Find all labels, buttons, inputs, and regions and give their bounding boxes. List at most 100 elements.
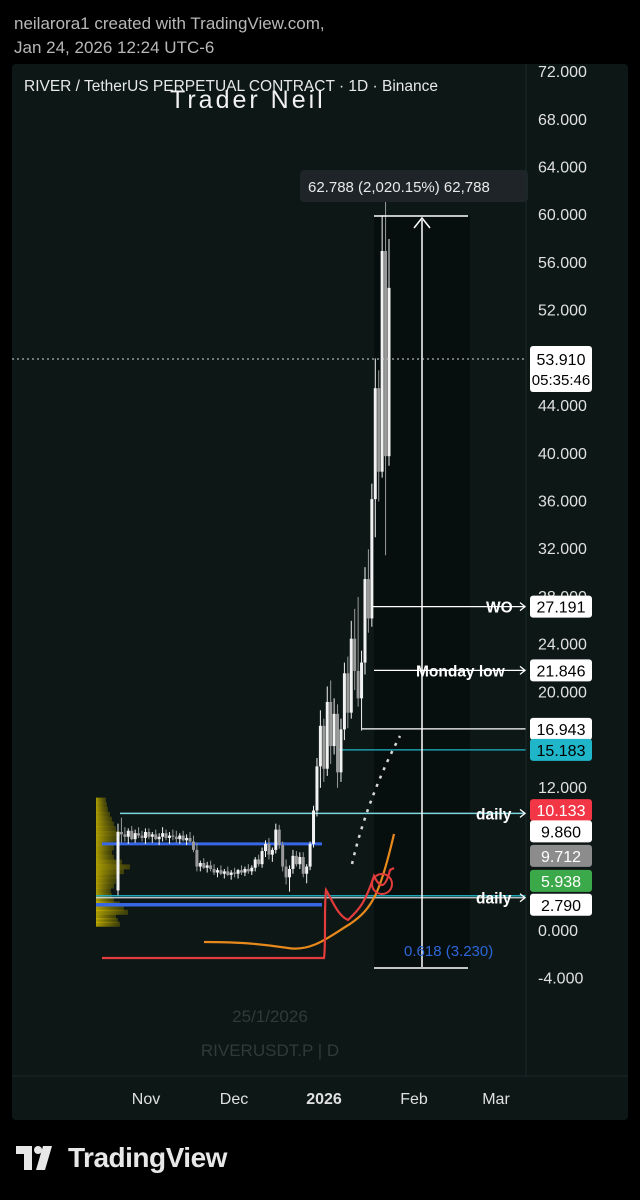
fib-level-label: 0.618 (3.230)	[404, 943, 493, 960]
level-note-arrow	[519, 602, 527, 612]
candle	[150, 831, 154, 843]
price-tag-box	[530, 799, 592, 822]
candle	[284, 859, 288, 885]
price-tag-box	[530, 820, 592, 843]
candle	[143, 828, 147, 844]
volume-profile-bar	[96, 859, 122, 865]
volume-profile-bar	[96, 918, 118, 924]
candle	[325, 686, 329, 776]
volume-profile-bar	[96, 797, 106, 803]
current-price-tag: 53.910 05:35:46	[530, 346, 592, 392]
candle	[202, 858, 206, 869]
candle	[274, 823, 278, 854]
candle	[291, 849, 295, 874]
volume-profile-bar	[96, 864, 130, 870]
candle	[191, 835, 195, 853]
candle	[315, 758, 319, 817]
header-date-line: Jan 24, 2026 12:24 UTC-6	[14, 38, 215, 57]
candle	[219, 865, 223, 875]
level-note-arrow	[519, 893, 527, 903]
measure-arrow-head	[413, 216, 431, 229]
volume-profile-bar	[96, 869, 124, 875]
candle	[119, 817, 123, 843]
candle	[336, 704, 340, 788]
tradingview-footer-logo[interactable]: TradingView	[16, 1142, 227, 1174]
candle	[253, 857, 257, 872]
volume-profile-bar	[96, 854, 114, 860]
volume-profile-bar	[96, 883, 114, 889]
candle	[380, 215, 384, 478]
price-tag-box	[530, 738, 592, 761]
price-tag-value: 27.191	[537, 600, 586, 617]
volume-profile-bar	[96, 906, 124, 912]
candle	[298, 852, 302, 869]
trader-watermark: Trader Neil	[170, 86, 326, 114]
volume-profile-bar	[96, 914, 116, 920]
candle	[264, 840, 268, 858]
candle	[147, 828, 151, 840]
price-tag-value: 10.133	[537, 803, 586, 820]
volume-profile-bar	[96, 811, 110, 817]
candle	[154, 829, 158, 841]
y-tick-label: 24.000	[538, 637, 587, 654]
candle	[301, 852, 305, 878]
candle	[250, 865, 254, 875]
candle	[116, 823, 120, 896]
candle	[174, 830, 178, 843]
y-tick-label: 20.000	[538, 684, 587, 701]
x-tick-label: 2026	[306, 1091, 342, 1108]
candle	[305, 864, 309, 884]
y-tick-label: 0.000	[538, 923, 578, 940]
volume-profile-bar	[96, 835, 118, 841]
volume-profile-bar	[96, 826, 116, 832]
measure-label-box	[300, 170, 528, 202]
candle	[363, 567, 367, 675]
tradingview-logo-icon	[16, 1146, 52, 1170]
price-tag-box	[530, 893, 592, 916]
volume-profile	[96, 797, 130, 927]
candle	[233, 867, 237, 878]
candle	[246, 864, 250, 874]
x-tick-label: Mar	[482, 1091, 510, 1108]
price-tag-value: 15.183	[537, 743, 586, 760]
candle	[126, 828, 130, 844]
volume-profile-bar	[96, 816, 112, 822]
price-chart[interactable]: 25/1/2026 RIVERUSDT.P | D 62.788 (2,020.…	[12, 64, 628, 1120]
current-price-countdown: 05:35:46	[532, 372, 590, 389]
candle	[140, 830, 144, 842]
level-note-label: WO	[486, 600, 513, 617]
level-note-arrow	[519, 665, 527, 675]
volume-profile-bar	[96, 873, 118, 879]
price-tag-value: 16.943	[537, 722, 586, 739]
volume-profile-bar	[96, 802, 107, 808]
chart-panel[interactable]	[12, 64, 628, 1120]
candle	[229, 870, 233, 880]
candle	[195, 842, 199, 872]
candle	[332, 698, 336, 755]
volume-profile-bar	[96, 845, 114, 851]
candle	[161, 827, 165, 842]
candle	[342, 662, 346, 741]
volume-profile-bar	[96, 850, 112, 856]
orange-moving-average	[203, 833, 396, 950]
y-tick-label: -4.000	[538, 971, 583, 988]
volume-profile-bar	[96, 909, 128, 915]
price-tag-box	[530, 717, 592, 740]
y-tick-label: 56.000	[538, 255, 587, 272]
level-note-arrow	[519, 808, 527, 818]
candle	[346, 656, 350, 729]
candle	[164, 829, 168, 841]
candle	[356, 596, 360, 707]
candle	[366, 549, 370, 633]
candle	[222, 868, 226, 879]
candle	[377, 370, 381, 502]
price-tag-box	[530, 659, 592, 682]
measure-label: 62.788 (2,020.15%) 62,788	[308, 179, 490, 196]
volume-profile-bar	[96, 897, 114, 903]
candle	[384, 197, 388, 556]
date-watermark: 25/1/2026	[232, 1007, 308, 1026]
volume-profile-bar	[96, 807, 108, 813]
ticker-watermark: RIVERUSDT.P | D	[201, 1041, 339, 1060]
candle	[270, 847, 274, 862]
y-tick-label: 40.000	[538, 446, 587, 463]
